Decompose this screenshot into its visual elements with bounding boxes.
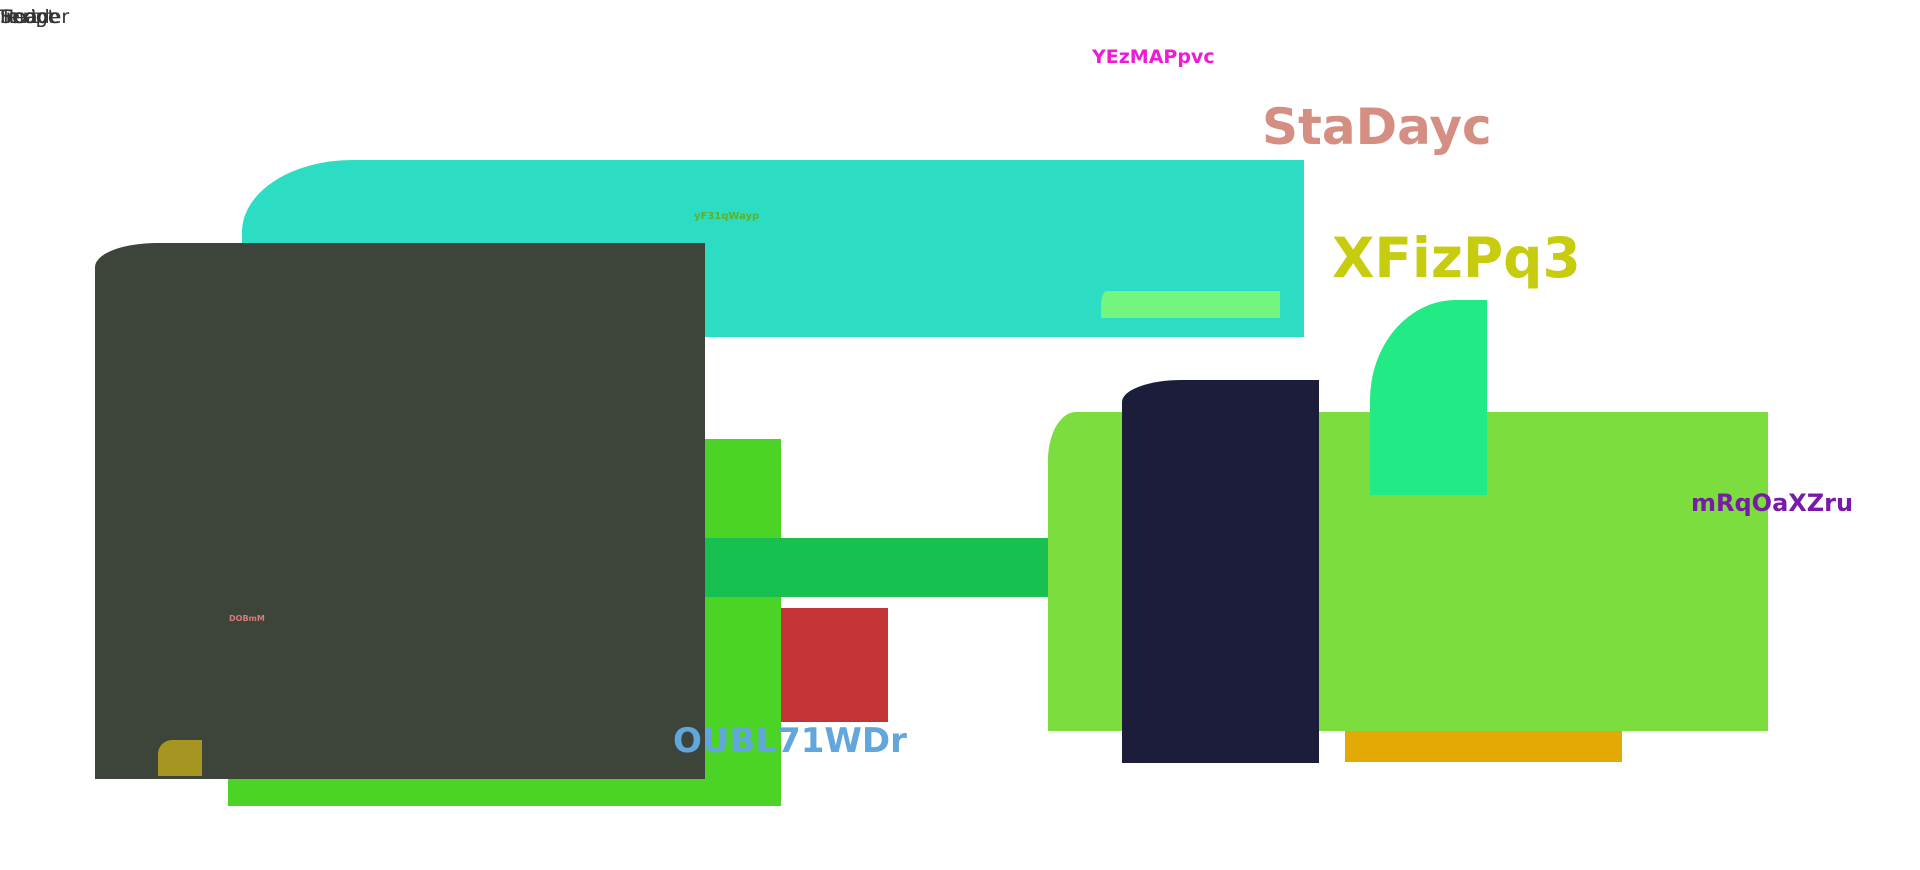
label-mrqoaxzru: mRqOaXZru <box>1691 489 1854 517</box>
corner-label-0: Header <box>0 6 70 28</box>
corner-label-3: Script <box>0 6 56 28</box>
label-oubl71wdr: OUBL71WDr <box>673 721 907 761</box>
label-stadayc: StaDayc <box>1262 98 1492 156</box>
corner-label-2: Text <box>0 6 39 28</box>
label-dobmm: DOBmM <box>229 614 265 623</box>
label-xfizpq3: XFizPq3 <box>1332 226 1581 290</box>
dark-gray-panel <box>95 243 705 779</box>
red-block <box>781 608 888 722</box>
label-yezmappvc: YEzMAPpvc <box>1092 46 1215 68</box>
corner-label-1: Image <box>0 6 60 28</box>
label-yf31qwayp: yF31qWayp <box>694 211 760 222</box>
olive-square <box>158 740 202 776</box>
light-green-strip <box>1101 291 1280 318</box>
mint-shape <box>1370 300 1487 495</box>
navy-panel <box>1122 380 1319 763</box>
amber-bar <box>1345 731 1622 762</box>
